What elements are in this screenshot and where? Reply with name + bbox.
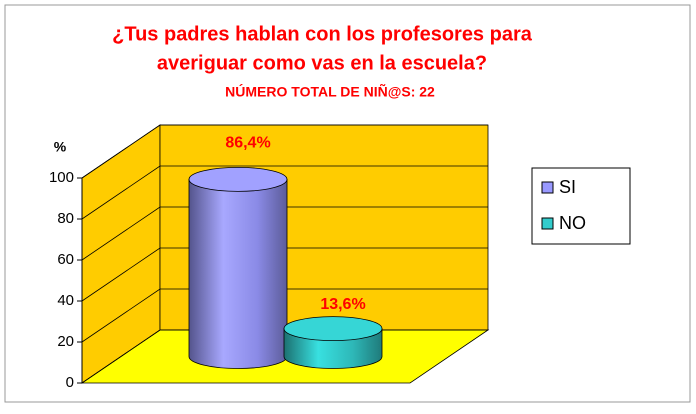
y-tick-label: 0 xyxy=(66,374,74,391)
y-tick-label: 80 xyxy=(57,210,74,227)
y-tick-label: 100 xyxy=(49,169,74,186)
legend-label: NO xyxy=(559,213,586,233)
grid-line xyxy=(81,206,488,261)
grid-line xyxy=(81,288,488,343)
data-label: 86,4% xyxy=(225,135,270,152)
y-tick-label: 20 xyxy=(57,333,74,350)
legend xyxy=(531,167,631,245)
legend-label: SI xyxy=(559,177,576,197)
chart-title: averiguar como vas en la escuela? xyxy=(157,52,487,74)
y-tick-label: 40 xyxy=(57,292,74,309)
y-axis-label: % xyxy=(54,139,67,155)
legend-swatch xyxy=(541,181,554,194)
legend-swatch xyxy=(541,217,554,230)
bar-top xyxy=(283,316,383,342)
data-label: 13,6% xyxy=(320,296,365,313)
grid-line xyxy=(81,165,488,220)
grid-line xyxy=(81,247,488,302)
chart-title: ¿Tus padres hablan con los profesores pa… xyxy=(112,23,533,45)
chart-subtitle: NÚMERO TOTAL DE NIÑ@S: 22 xyxy=(225,83,435,100)
bar xyxy=(188,178,288,369)
y-tick-label: 60 xyxy=(57,251,74,268)
grid-line xyxy=(81,124,488,179)
bar-top xyxy=(188,166,288,192)
